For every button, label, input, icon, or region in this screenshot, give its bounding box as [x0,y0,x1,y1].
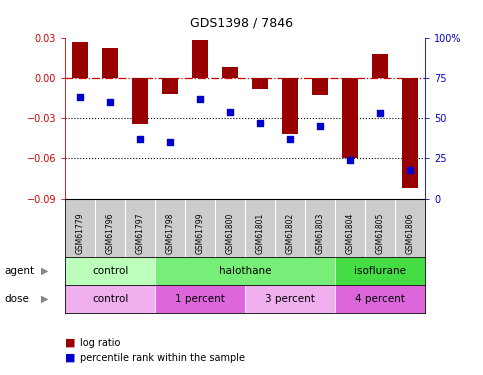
Text: GDS1398 / 7846: GDS1398 / 7846 [190,17,293,30]
Bar [132,78,148,123]
Text: 3 percent: 3 percent [265,294,315,304]
Bar [402,78,418,188]
Text: GSM61805: GSM61805 [376,213,384,254]
Text: ▶: ▶ [41,294,48,304]
Text: 1 percent: 1 percent [175,294,225,304]
Point [256,120,264,126]
Bar [335,257,425,285]
Point [226,109,234,115]
Text: isoflurane: isoflurane [354,266,406,276]
Text: 4 percent: 4 percent [355,294,405,304]
Text: dose: dose [5,294,30,304]
Bar [65,285,155,313]
Text: control: control [92,266,128,276]
Text: GSM61779: GSM61779 [76,213,85,254]
Text: GSM61806: GSM61806 [406,213,414,254]
Point [106,99,114,105]
Text: GSM61797: GSM61797 [136,213,145,254]
Bar [155,257,335,285]
Text: percentile rank within the sample: percentile rank within the sample [80,353,245,363]
Text: halothane: halothane [219,266,271,276]
Text: log ratio: log ratio [80,338,120,348]
Text: GSM61802: GSM61802 [285,213,295,254]
Text: GSM61803: GSM61803 [315,213,325,254]
Text: GSM61798: GSM61798 [166,213,175,254]
Text: GSM61796: GSM61796 [106,213,114,254]
Text: GSM61800: GSM61800 [226,213,235,254]
Point [316,123,324,129]
Text: agent: agent [5,266,35,276]
Bar [102,48,118,78]
Point [406,167,414,173]
Bar [312,78,328,95]
Bar [65,257,155,285]
Text: ■: ■ [65,353,76,363]
Text: GSM61804: GSM61804 [345,213,355,254]
Point [286,136,294,142]
Point [166,140,174,146]
Text: GSM61801: GSM61801 [256,213,265,254]
Point [136,136,144,142]
Bar [282,78,298,134]
Text: GSM61799: GSM61799 [196,213,205,254]
Point [196,96,204,102]
Point [76,94,84,100]
Text: ▶: ▶ [41,266,48,276]
Bar [342,78,358,159]
Bar [162,78,178,94]
Bar [335,285,425,313]
Bar [372,54,388,78]
Bar [155,285,245,313]
Bar [252,78,269,88]
Bar [245,285,335,313]
Bar [192,40,208,78]
Point [346,157,354,163]
Bar [72,42,88,78]
Bar [222,67,239,78]
Text: control: control [92,294,128,304]
Point [376,110,384,116]
Text: ■: ■ [65,338,76,348]
